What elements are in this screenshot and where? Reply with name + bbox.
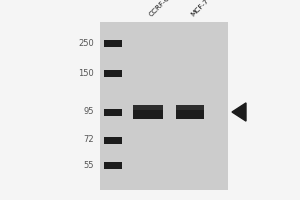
Bar [104, 108, 122, 116]
Text: MCF-7: MCF-7 [190, 0, 210, 18]
Bar [104, 40, 122, 46]
Bar [176, 105, 204, 110]
Text: 95: 95 [83, 108, 94, 116]
Bar [104, 136, 122, 144]
Text: CCRF-CEM: CCRF-CEM [148, 0, 179, 18]
Text: 250: 250 [78, 38, 94, 47]
Bar [104, 70, 122, 76]
Text: 150: 150 [78, 68, 94, 77]
Bar [133, 105, 163, 110]
Bar [133, 105, 163, 119]
Text: 72: 72 [83, 136, 94, 144]
Polygon shape [232, 103, 246, 121]
Text: 55: 55 [83, 160, 94, 170]
Bar [100, 22, 228, 190]
Bar [104, 162, 122, 168]
Bar [176, 105, 204, 119]
